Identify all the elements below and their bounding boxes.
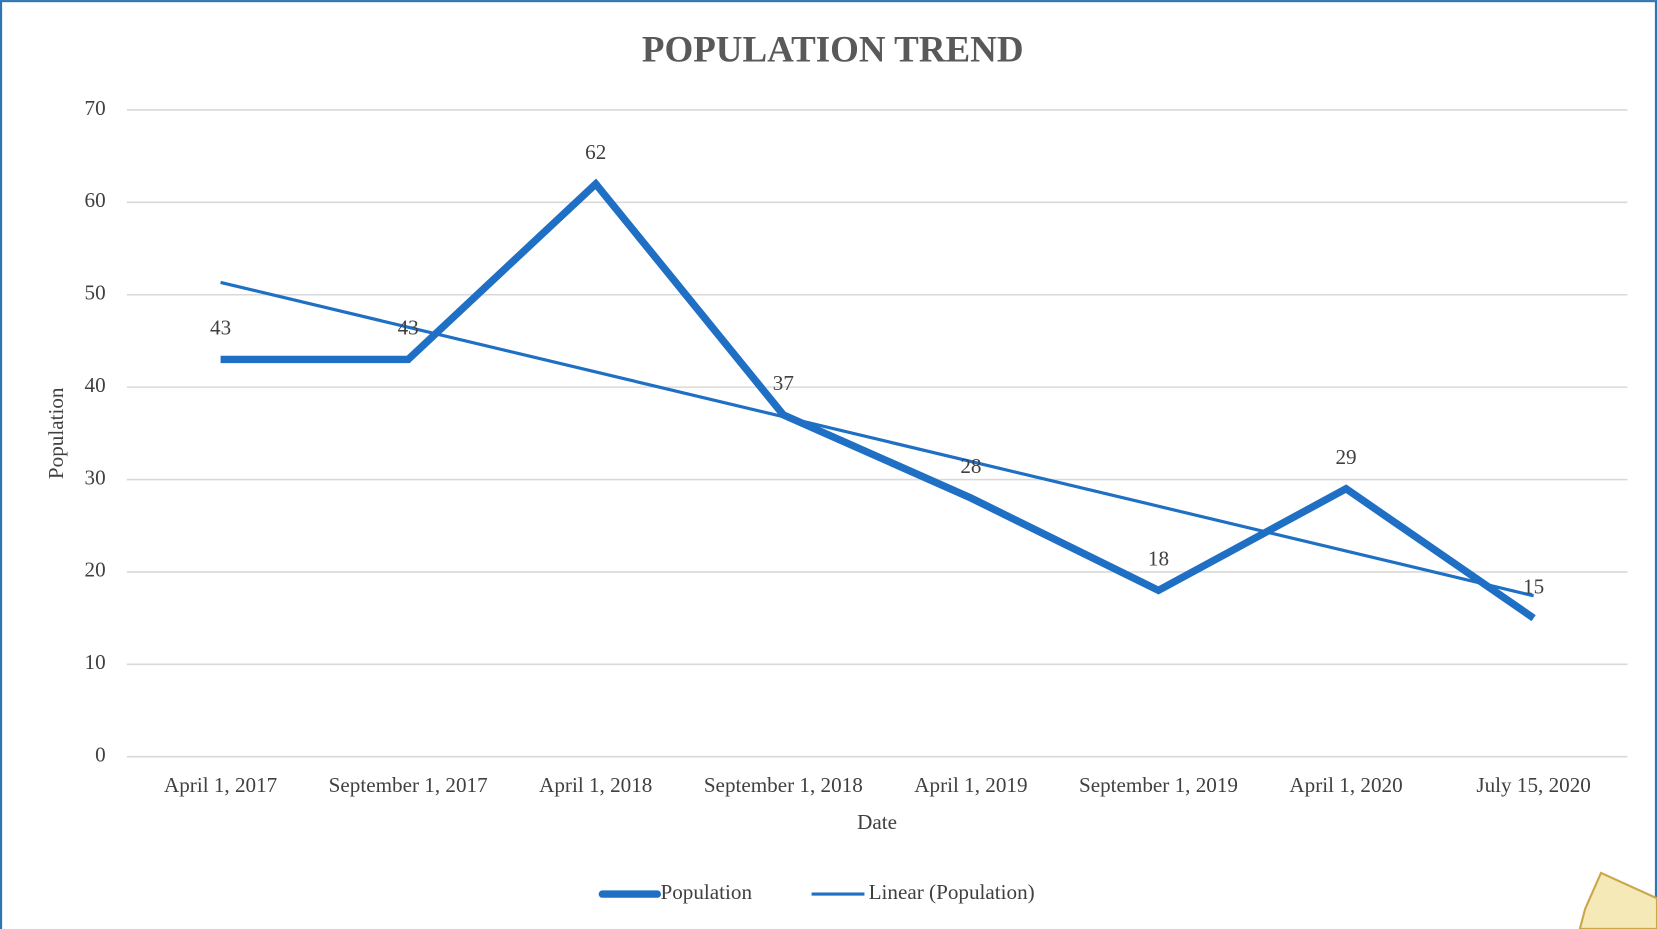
x-tick-label: April 1, 2018 [539, 773, 652, 797]
y-tick-label: 30 [85, 465, 106, 489]
legend-label: Linear (Population) [869, 880, 1035, 904]
x-tick-label: April 1, 2020 [1289, 773, 1402, 797]
y-tick-label: 60 [85, 188, 106, 212]
y-tick-label: 50 [85, 281, 106, 305]
corner-logo [1578, 871, 1657, 929]
data-label: 43 [210, 316, 231, 340]
x-tick-label: September 1, 2017 [329, 773, 488, 797]
data-label: 28 [960, 454, 981, 478]
y-tick-label: 20 [85, 558, 106, 582]
x-tick-label: July 15, 2020 [1476, 773, 1590, 797]
chart-title: POPULATION TREND [642, 28, 1024, 69]
y-tick-label: 0 [95, 743, 106, 767]
data-label: 37 [773, 371, 794, 395]
x-tick-label: September 1, 2018 [704, 773, 863, 797]
y-tick-label: 10 [85, 650, 106, 674]
data-label: 62 [585, 140, 606, 164]
data-label: 29 [1335, 445, 1356, 469]
data-label: 15 [1523, 574, 1544, 598]
y-tick-label: 70 [85, 96, 106, 120]
y-tick-label: 40 [85, 373, 106, 397]
x-tick-label: April 1, 2019 [914, 773, 1027, 797]
legend-label: Population [660, 880, 752, 904]
data-label: 43 [398, 316, 419, 340]
x-tick-label: April 1, 2017 [164, 773, 277, 797]
y-axis-label: Population [44, 387, 68, 479]
data-label: 18 [1148, 547, 1169, 571]
data-line [220, 178, 1536, 622]
x-axis-label: Date [857, 810, 897, 834]
x-tick-label: September 1, 2019 [1079, 773, 1238, 797]
